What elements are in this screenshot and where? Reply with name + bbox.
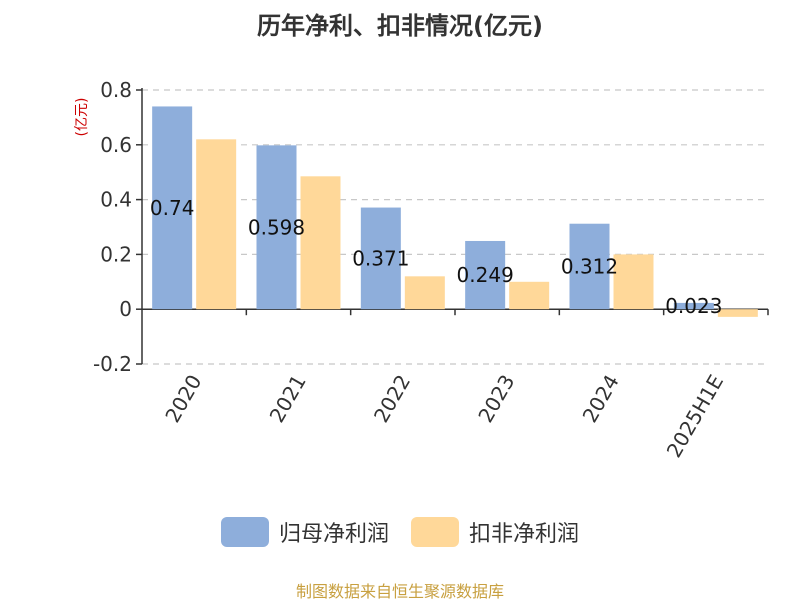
data-label: 0.023 [665,294,722,318]
y-tick-label: 0.2 [100,242,132,266]
legend-swatch-series-1 [220,517,269,547]
bar [404,276,445,310]
x-tick-label: 2025H1E [662,371,728,462]
legend-item-series-2[interactable]: 扣非净利润 [411,516,579,548]
bar [717,309,758,317]
data-label: 0.249 [457,263,514,287]
data-label: 0.371 [352,246,409,270]
x-tick-label: 2023 [473,371,519,427]
bar [360,207,401,310]
legend-label-series-2: 扣非净利润 [469,522,580,547]
x-tick-label: 2024 [578,371,624,427]
y-tick-label: 0.4 [100,188,132,212]
bar [196,139,237,310]
bar [673,302,714,310]
bar [465,240,506,310]
legend-item-series-1[interactable]: 归母净利润 [220,516,389,548]
data-label: 0.598 [248,215,305,239]
data-label: 0.312 [561,254,618,278]
data-source: 制图数据来自恒生聚源数据库 [295,582,504,601]
legend-swatch-series-2 [411,517,459,547]
x-tick-label: 2021 [265,371,311,427]
legend: 归母净利润 扣非净利润 [0,516,800,548]
bar [256,145,297,310]
bar [152,106,193,310]
y-tick-label: -0.2 [93,352,132,376]
y-tick-label: 0.6 [100,133,132,157]
bar [509,281,550,310]
bar [300,176,341,310]
bar [613,254,654,310]
x-tick-label: 2022 [369,371,415,427]
data-label: 0.74 [150,196,195,220]
chart-title: 历年净利、扣非情况(亿元) [257,12,543,40]
y-tick-label: 0 [119,297,132,321]
legend-label-series-1: 归母净利润 [278,522,389,547]
x-tick-label: 2020 [160,371,206,427]
bar [569,223,610,310]
y-tick-label: 0.8 [100,78,132,102]
